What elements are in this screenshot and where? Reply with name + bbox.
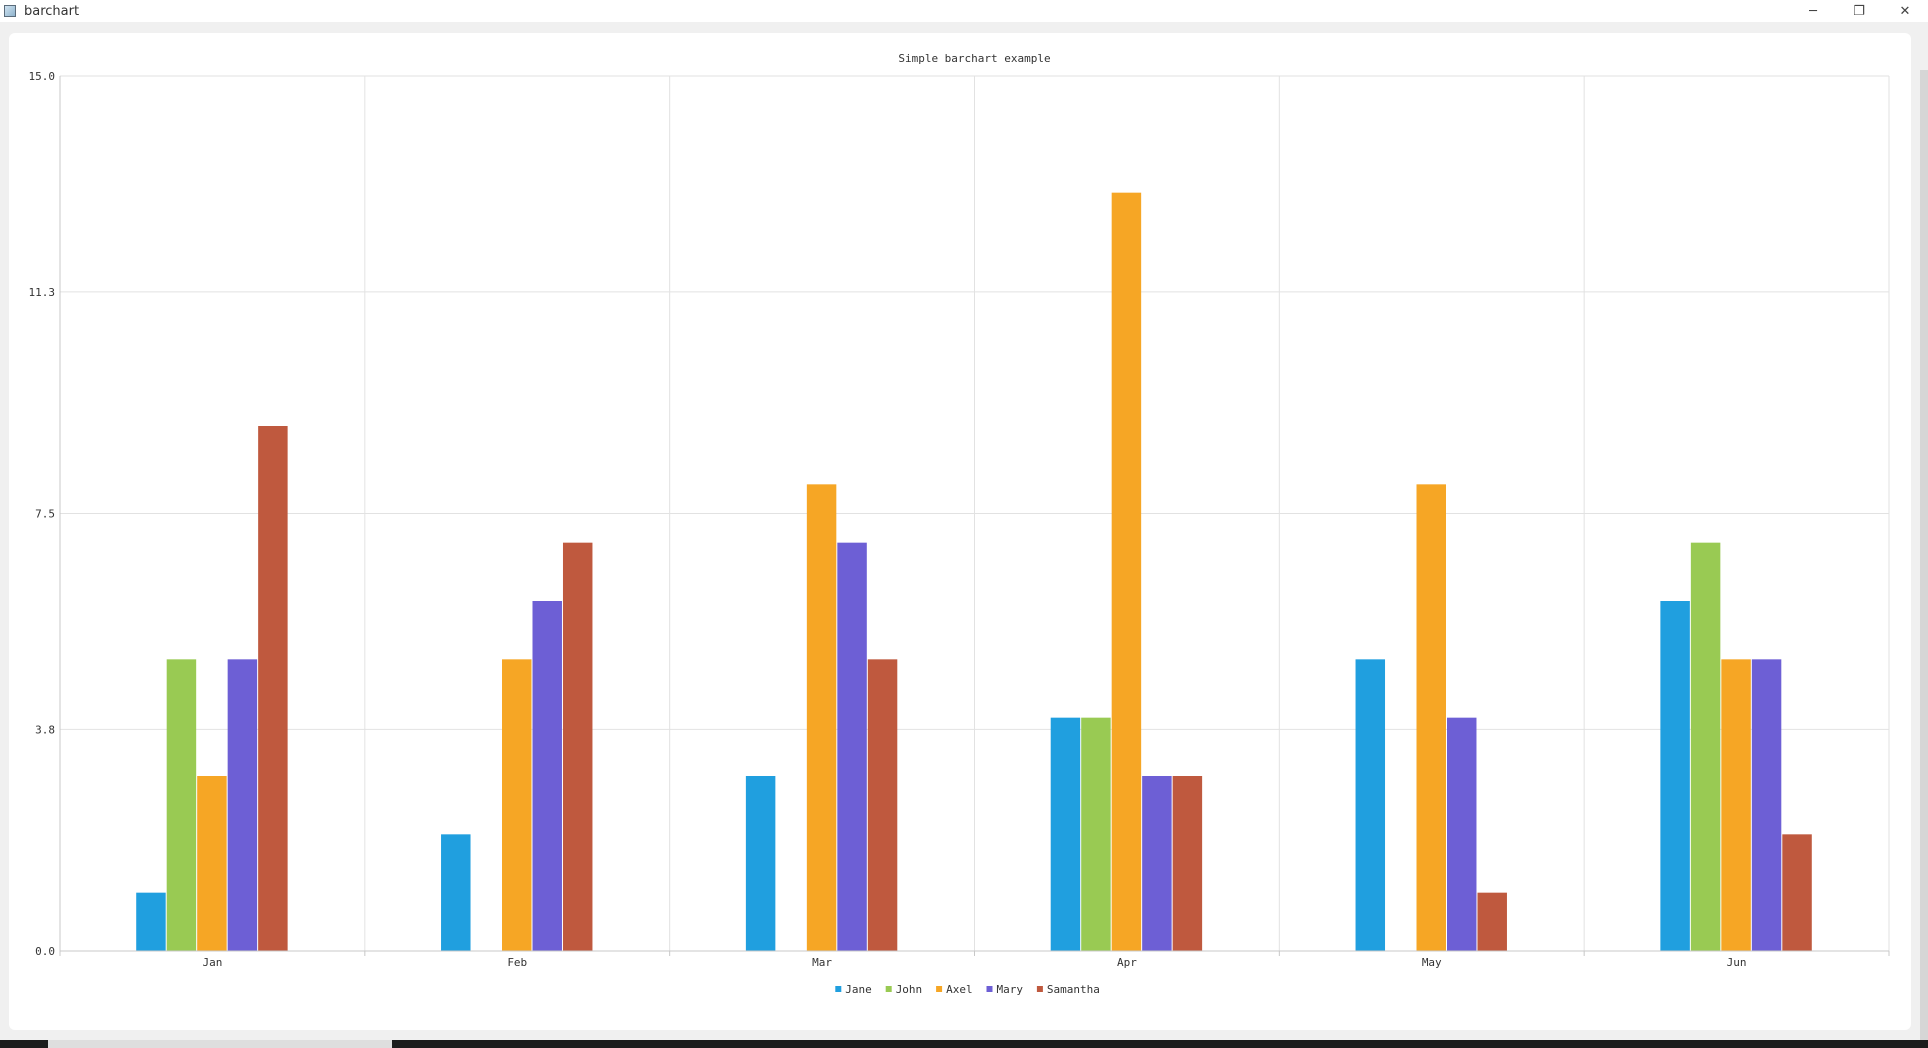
bar-axel-jan <box>197 776 227 951</box>
restore-icon: ❐ <box>1853 3 1865 19</box>
x-tick-label: Jan <box>202 956 222 969</box>
app-icon <box>4 5 16 17</box>
legend-label-samantha: Samantha <box>1047 983 1100 996</box>
restore-button[interactable]: ❐ <box>1836 0 1882 22</box>
bar-chart: 0.0 3.8 7.5 11.3 15.0 Jan Feb Mar Apr May Jun Simp… <box>29 52 1890 996</box>
close-button[interactable]: ✕ <box>1882 0 1928 22</box>
bar-jane-jan <box>136 892 166 951</box>
bar-jane-may <box>1355 659 1386 951</box>
bar-john-apr <box>1081 717 1111 951</box>
bar-mary-may <box>1446 717 1477 951</box>
close-icon: ✕ <box>1899 3 1911 19</box>
taskbar-item[interactable] <box>48 1040 392 1048</box>
y-tick-label: 0.0 <box>35 945 55 958</box>
legend-label-john: John <box>896 983 923 996</box>
bar-mary-feb <box>532 601 562 951</box>
bar-samantha-feb <box>562 542 593 951</box>
bar-samantha-apr <box>1172 776 1203 951</box>
scrollbar[interactable] <box>1920 70 1928 1048</box>
bars <box>136 192 1812 951</box>
legend-swatch-samantha <box>1036 986 1043 992</box>
bar-axel-apr <box>1111 192 1142 951</box>
x-tick-label: May <box>1422 956 1442 969</box>
bar-john-jun <box>1690 542 1721 951</box>
legend-swatch-jane <box>835 986 842 992</box>
legend-swatch-mary <box>986 986 993 992</box>
y-tick-label: 7.5 <box>35 508 55 521</box>
bar-mary-apr <box>1142 776 1172 951</box>
chart-title: Simple barchart example <box>898 52 1050 65</box>
window-controls: ─ ❐ ✕ <box>1790 0 1928 22</box>
x-tick-label: Apr <box>1117 956 1137 969</box>
bar-samantha-jun <box>1782 834 1812 951</box>
bar-samantha-jan <box>258 426 288 951</box>
y-tick-label: 15.0 <box>29 70 56 83</box>
bar-axel-feb <box>502 659 532 951</box>
legend-label-mary: Mary <box>997 983 1024 996</box>
legend: Jane John Axel Mary Samantha <box>835 983 1100 996</box>
axes: 0.0 3.8 7.5 11.3 15.0 Jan Feb Mar Apr May Jun <box>29 70 1890 969</box>
bar-jane-jun <box>1660 601 1690 951</box>
chart-panel: 0.0 3.8 7.5 11.3 15.0 Jan Feb Mar Apr May Jun Simp… <box>9 33 1911 1030</box>
bar-samantha-may <box>1477 892 1507 951</box>
bar-axel-jun <box>1721 659 1751 951</box>
legend-label-jane: Jane <box>845 983 872 996</box>
bar-samantha-mar <box>867 659 898 951</box>
bar-jane-apr <box>1050 717 1081 951</box>
minimize-button[interactable]: ─ <box>1790 0 1836 22</box>
bar-mary-jan <box>227 659 258 951</box>
bar-axel-may <box>1416 484 1446 951</box>
y-tick-label: 11.3 <box>29 286 56 299</box>
taskbar <box>0 1040 1928 1048</box>
bar-john-jan <box>166 659 197 951</box>
title-bar: barchart ─ ❐ ✕ <box>0 0 1928 22</box>
x-tick-label: Jun <box>1727 956 1747 969</box>
bar-jane-mar <box>745 776 776 951</box>
grid-lines <box>59 75 1890 952</box>
bar-axel-mar <box>806 484 837 951</box>
legend-label-axel: Axel <box>946 983 973 996</box>
bar-mary-jun <box>1751 659 1782 951</box>
bar-mary-mar <box>837 542 867 951</box>
legend-swatch-john <box>885 986 892 992</box>
y-tick-label: 3.8 <box>35 723 55 736</box>
bar-jane-feb <box>441 834 471 951</box>
x-tick-label: Mar <box>812 956 832 969</box>
legend-swatch-axel <box>936 986 943 992</box>
minimize-icon: ─ <box>1809 3 1817 19</box>
window-title: barchart <box>24 3 80 19</box>
x-tick-label: Feb <box>507 956 527 969</box>
